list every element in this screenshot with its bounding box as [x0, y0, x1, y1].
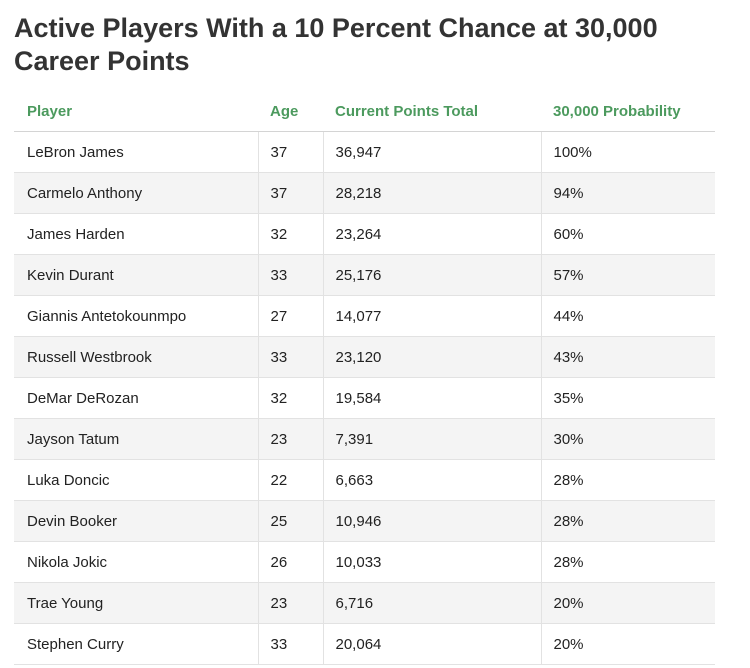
cell-probability: 35% [541, 377, 715, 419]
cell-probability: 28% [541, 541, 715, 583]
cell-points: 25,176 [323, 254, 542, 296]
cell-player: James Harden [14, 213, 259, 255]
table-row: Luka Doncic 22 6,663 28% [14, 459, 715, 501]
column-header-age: Age [258, 91, 323, 132]
cell-age: 37 [258, 172, 324, 214]
cell-points: 20,064 [323, 623, 542, 665]
cell-probability: 100% [541, 131, 715, 173]
cell-probability: 44% [541, 295, 715, 337]
cell-player: Stephen Curry [14, 623, 259, 665]
cell-player: Luka Doncic [14, 459, 259, 501]
cell-probability: 28% [541, 500, 715, 542]
cell-points: 23,120 [323, 336, 542, 378]
table-row: Giannis Antetokounmpo 27 14,077 44% [14, 295, 715, 337]
table-row: Carmelo Anthony 37 28,218 94% [14, 172, 715, 214]
table-row: Russell Westbrook 33 23,120 43% [14, 336, 715, 378]
table-row: Jayson Tatum 23 7,391 30% [14, 418, 715, 460]
cell-player: Carmelo Anthony [14, 172, 259, 214]
table-body: LeBron James 37 36,947 100% Carmelo Anthony 3… [14, 131, 715, 665]
cell-points: 19,584 [323, 377, 542, 419]
cell-probability: 94% [541, 172, 715, 214]
table-row: Devin Booker 25 10,946 28% [14, 500, 715, 542]
table-row: Nikola Jokic 26 10,033 28% [14, 541, 715, 583]
cell-probability: 20% [541, 582, 715, 624]
table-row: Stephen Curry 33 20,064 20% [14, 623, 715, 665]
cell-points: 36,947 [323, 131, 542, 173]
column-header-player: Player [14, 91, 258, 132]
cell-player: DeMar DeRozan [14, 377, 259, 419]
cell-age: 33 [258, 623, 324, 665]
cell-probability: 43% [541, 336, 715, 378]
cell-age: 32 [258, 213, 324, 255]
players-table: Player Age Current Points Total 30,000 P… [14, 91, 715, 665]
cell-player: Russell Westbrook [14, 336, 259, 378]
cell-points: 6,663 [323, 459, 542, 501]
cell-probability: 28% [541, 459, 715, 501]
cell-probability: 60% [541, 213, 715, 255]
column-header-probability: 30,000 Probability [541, 91, 715, 132]
table-row: LeBron James 37 36,947 100% [14, 131, 715, 173]
cell-age: 23 [258, 418, 324, 460]
cell-points: 28,218 [323, 172, 542, 214]
cell-player: Jayson Tatum [14, 418, 259, 460]
cell-player: Kevin Durant [14, 254, 259, 296]
cell-player: LeBron James [14, 131, 259, 173]
table-row: Trae Young 23 6,716 20% [14, 582, 715, 624]
cell-points: 10,946 [323, 500, 542, 542]
page-title: Active Players With a 10 Percent Chance … [14, 13, 658, 76]
cell-age: 27 [258, 295, 324, 337]
cell-age: 25 [258, 500, 324, 542]
cell-probability: 20% [541, 623, 715, 665]
cell-age: 33 [258, 336, 324, 378]
cell-probability: 57% [541, 254, 715, 296]
cell-points: 10,033 [323, 541, 542, 583]
column-header-points: Current Points Total [323, 91, 541, 132]
cell-player: Trae Young [14, 582, 259, 624]
table-row: James Harden 32 23,264 60% [14, 213, 715, 255]
cell-points: 6,716 [323, 582, 542, 624]
cell-age: 22 [258, 459, 324, 501]
cell-age: 32 [258, 377, 324, 419]
table-header-row: Player Age Current Points Total 30,000 P… [14, 91, 715, 132]
cell-age: 26 [258, 541, 324, 583]
cell-player: Devin Booker [14, 500, 259, 542]
cell-player: Nikola Jokic [14, 541, 259, 583]
cell-points: 14,077 [323, 295, 542, 337]
cell-points: 23,264 [323, 213, 542, 255]
cell-age: 33 [258, 254, 324, 296]
cell-age: 23 [258, 582, 324, 624]
cell-points: 7,391 [323, 418, 542, 460]
table-row: DeMar DeRozan 32 19,584 35% [14, 377, 715, 419]
cell-player: Giannis Antetokounmpo [14, 295, 259, 337]
table-row: Kevin Durant 33 25,176 57% [14, 254, 715, 296]
cell-probability: 30% [541, 418, 715, 460]
cell-age: 37 [258, 131, 324, 173]
